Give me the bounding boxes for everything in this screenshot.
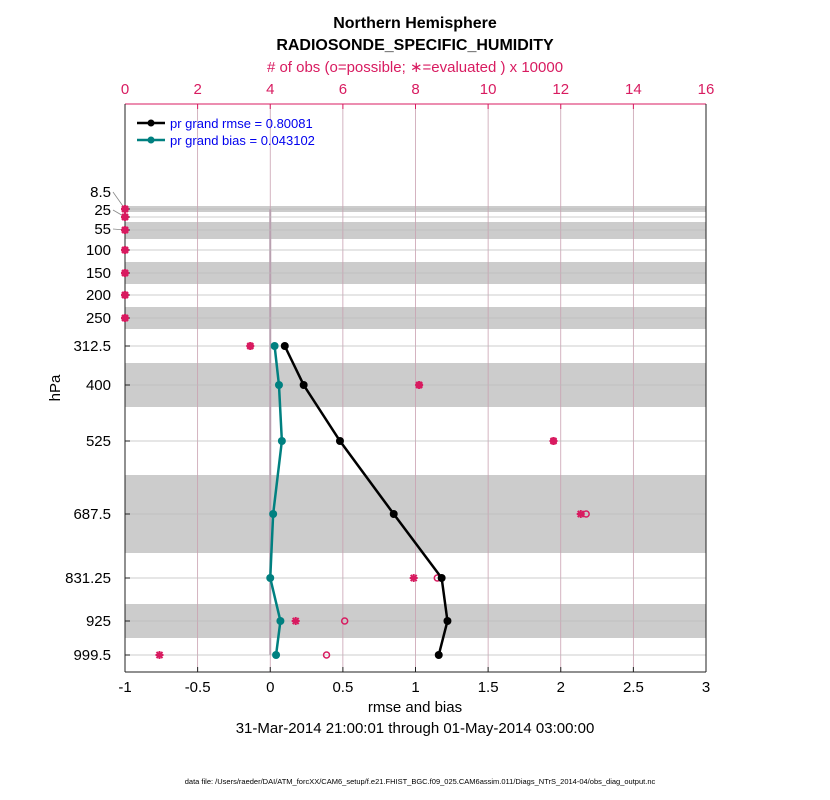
obs-evaluated-marker xyxy=(246,342,255,350)
asterisk-stroke xyxy=(409,574,418,582)
obs-evaluated-marker xyxy=(121,246,129,254)
bias-point xyxy=(274,381,283,389)
y-tick-label: 687.5 xyxy=(73,506,111,523)
rmse-point xyxy=(299,381,308,389)
obs-evaluated-marker xyxy=(121,213,129,221)
asterisk-stroke xyxy=(121,314,129,322)
asterisk-stroke xyxy=(121,246,129,254)
y-tick-label: 525 xyxy=(86,433,111,450)
obs-evaluated-marker xyxy=(409,574,418,582)
obs-evaluated-marker xyxy=(576,510,585,518)
date-range: 31-Mar-2014 21:00:01 through 01-May-2014… xyxy=(236,720,595,737)
obs-possible-marker xyxy=(340,617,349,625)
y-tick-label: 100 xyxy=(86,242,111,259)
x-tick-label: 2 xyxy=(557,679,565,696)
obs-evaluated-marker xyxy=(415,381,424,389)
asterisk-stroke xyxy=(549,437,558,445)
y-tick-label: 831.25 xyxy=(65,570,111,587)
rmse-point xyxy=(434,651,443,659)
top-x-tick-label: 14 xyxy=(625,81,642,98)
bias-point xyxy=(276,617,285,625)
obs-evaluated-marker xyxy=(121,226,129,234)
obs-evaluated-marker xyxy=(121,314,129,322)
obs-evaluated-marker xyxy=(291,617,300,625)
obs-evaluated-marker xyxy=(121,269,129,277)
x-tick-label: 3 xyxy=(702,679,710,696)
top-x-tick-label: 10 xyxy=(480,81,497,98)
obs-evaluated-marker xyxy=(121,205,129,213)
top-x-tick-label: 6 xyxy=(339,81,347,98)
y-tick-label: 55 xyxy=(94,221,111,238)
bias-point xyxy=(266,574,275,582)
asterisk-stroke xyxy=(246,342,254,350)
rmse-point xyxy=(335,437,344,445)
y-axis-label: hPa xyxy=(47,374,64,401)
top-x-tick-label: 4 xyxy=(266,81,274,98)
chart-subtitle: RADIOSONDE_SPECIFIC_HUMIDITY xyxy=(276,37,554,54)
obs-evaluated-marker xyxy=(121,291,129,299)
rmse-point xyxy=(437,574,446,582)
x-tick-label: 0 xyxy=(266,679,274,696)
top-x-tick-label: 8 xyxy=(411,81,419,98)
x-tick-label: -0.5 xyxy=(185,679,211,696)
obs-possible-marker xyxy=(322,651,331,659)
top-axis-label: # of obs (o=possible; ∗=evaluated ) x 10… xyxy=(267,59,563,76)
y-tick-label: 999.5 xyxy=(73,647,111,664)
asterisk-stroke xyxy=(577,510,585,518)
bias-point xyxy=(269,510,278,518)
rmse-point xyxy=(443,617,452,625)
x-tick-label: 0.5 xyxy=(332,679,353,696)
asterisk-stroke xyxy=(121,226,129,234)
x-tick-label: 1.5 xyxy=(478,679,499,696)
asterisk-stroke xyxy=(155,651,164,659)
bias-point xyxy=(277,437,286,445)
plot-frame xyxy=(112,103,707,673)
legend-rmse-marker xyxy=(147,119,155,127)
y-tick-label: 8.5 xyxy=(90,184,111,201)
top-x-tick-label: 2 xyxy=(193,81,201,98)
asterisk-stroke xyxy=(121,213,129,221)
footnote: data file: /Users/raeder/DAI/ATM_forcXX/… xyxy=(185,777,656,786)
x-tick-label: 1 xyxy=(411,679,419,696)
tick-labels: 0 2 4 6 8 10 12 14 168.52555100150200250312.5400… xyxy=(65,81,714,696)
y-tick-label: 250 xyxy=(86,310,111,327)
top-x-tick-label: 0 xyxy=(121,81,129,98)
top-x-tick-label: 12 xyxy=(552,81,569,98)
asterisk-stroke xyxy=(121,205,129,213)
bias-point xyxy=(272,651,281,659)
obs-evaluated-marker xyxy=(155,651,164,659)
y-tick-label: 400 xyxy=(86,377,111,394)
asterisk-stroke xyxy=(415,381,423,389)
x-tick-label: 2.5 xyxy=(623,679,644,696)
asterisk-stroke xyxy=(121,291,129,299)
y-tick-label: 200 xyxy=(86,287,111,304)
legend-bias-marker xyxy=(147,136,155,144)
data-marks xyxy=(121,205,590,659)
legend-bias-label: pr grand bias = 0.043102 xyxy=(170,133,315,148)
legend: pr grand rmse = 0.80081 pr grand bias = … xyxy=(137,116,315,148)
y-tick-label: 925 xyxy=(86,613,111,630)
rmse-point xyxy=(389,510,398,518)
y-tick-label: 150 xyxy=(86,265,111,282)
x-axis-label: rmse and bias xyxy=(368,699,462,716)
obs-evaluated-marker xyxy=(549,437,558,445)
rmse-point xyxy=(280,342,289,350)
y-tick-label: 312.5 xyxy=(73,338,111,355)
legend-rmse-label: pr grand rmse = 0.80081 xyxy=(170,116,313,131)
asterisk-stroke xyxy=(291,617,300,625)
x-tick-label: -1 xyxy=(118,679,131,696)
top-x-tick-label: 16 xyxy=(698,81,715,98)
y-tick-label: 25 xyxy=(94,202,111,219)
asterisk-stroke xyxy=(121,269,129,277)
bias-point xyxy=(270,342,279,350)
chart-title: Northern Hemisphere xyxy=(333,15,497,32)
